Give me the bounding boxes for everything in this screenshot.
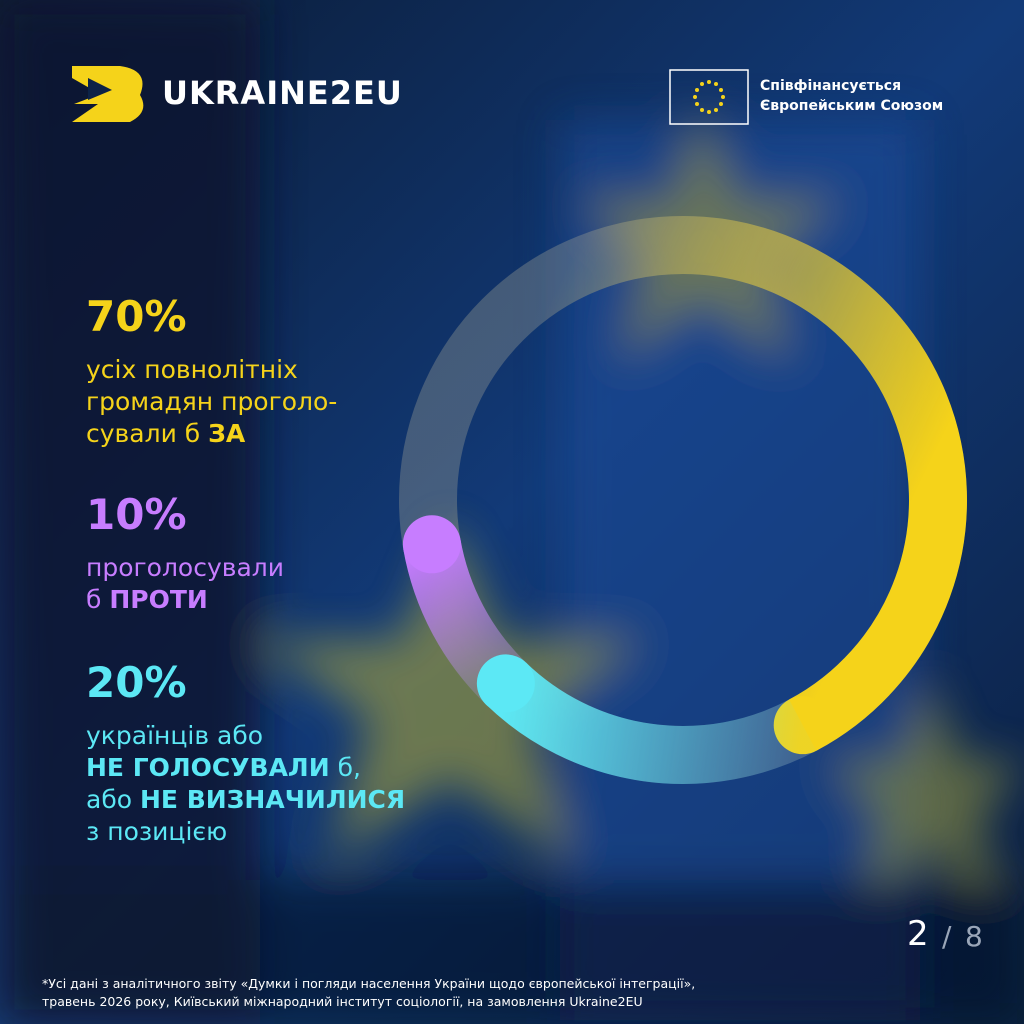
description-text: НЕ ВИЗНАЧИЛИСЯ (139, 785, 406, 814)
description-line: НЕ ГОЛОСУВАЛИ б, (86, 752, 361, 784)
donut-segment (399, 216, 967, 751)
description-line: українців або (86, 720, 263, 752)
description-line: сували б ЗА (86, 418, 245, 450)
description-text: усіх повнолітніх (86, 355, 298, 384)
brand: UKRAINE2EU (162, 74, 403, 112)
page-current: 2 (907, 914, 929, 954)
donut-segment (485, 662, 817, 784)
description-line: з позицією (86, 816, 227, 848)
description-text: або (86, 785, 140, 814)
value-label: 70% (86, 292, 187, 341)
cofinance: Співфінансується (760, 78, 902, 94)
description-text: б, (329, 753, 361, 782)
description-text: ПРОТИ (109, 585, 208, 614)
description-line: або НЕ ВИЗНАЧИЛИСЯ (86, 784, 405, 816)
value-label: 20% (86, 658, 187, 707)
cofinance: Європейським Союзом (760, 98, 944, 114)
page-total: 8 (965, 920, 983, 953)
segment-cap (402, 515, 461, 574)
description-text: проголосували (86, 553, 285, 582)
description-text: б (86, 585, 110, 614)
description-text: сували б (86, 419, 209, 448)
description-text: громадян проголо- (86, 387, 338, 416)
value-label: 10% (86, 490, 187, 539)
description-line: проголосували (86, 552, 284, 584)
eu-flag (669, 69, 749, 125)
description-line: усіх повнолітніх (86, 354, 298, 386)
footnote: *Усі дані з аналітичного звіту «Думки і … (42, 976, 696, 991)
footnote: травень 2026 року, Київський міжнародний… (42, 994, 643, 1009)
description-text: з позицією (86, 817, 228, 846)
logo-icon (72, 66, 144, 122)
page-separator: / (942, 920, 952, 953)
description-text: українців або (86, 721, 264, 750)
description-line: громадян проголо- (86, 386, 337, 418)
description-text: НЕ ГОЛОСУВАЛИ (86, 753, 330, 782)
description-text: ЗА (208, 419, 246, 448)
segment-cap (476, 654, 535, 713)
description-line: б ПРОТИ (86, 584, 208, 616)
